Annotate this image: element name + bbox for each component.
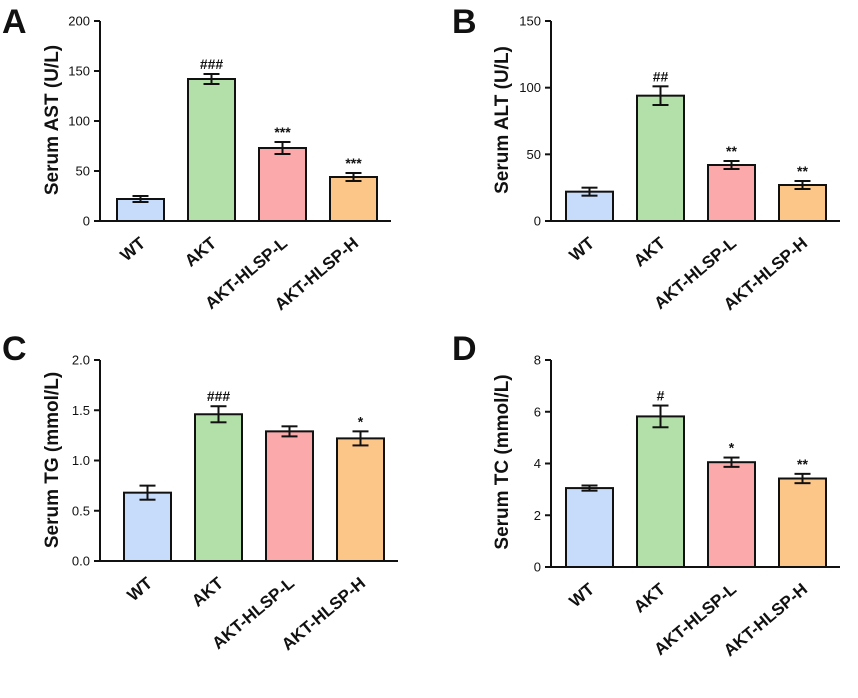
y-tick-label: 2.0	[72, 353, 90, 368]
bar	[636, 94, 685, 222]
panel-letter: A	[2, 3, 27, 41]
y-tick-label: 50	[76, 164, 90, 179]
significance-marker: **	[797, 163, 808, 179]
y-tick-label: 0	[83, 214, 90, 229]
x-tick-label: AKT	[188, 573, 227, 610]
x-tick-label: WT	[566, 233, 599, 265]
y-tick-label: 0.0	[72, 554, 90, 569]
y-tick-label: 6	[534, 404, 541, 419]
panel-a: A Serum AST (U/L) 0 50 100 150 200 WT ### AKT **…	[2, 3, 391, 314]
x-tick-label: WT	[117, 233, 150, 265]
y-axis-label: Serum AST (U/L)	[42, 45, 63, 195]
y-tick-label: 0	[534, 560, 541, 575]
y-tick-label: 4	[534, 456, 541, 471]
y-axis-label: Serum TG (mmol/L)	[42, 372, 63, 548]
bar	[329, 176, 378, 222]
significance-marker: ###	[207, 388, 231, 404]
bar	[194, 413, 243, 562]
bar	[778, 184, 827, 222]
significance-marker: ###	[200, 56, 224, 72]
significance-marker: #	[657, 388, 665, 404]
y-tick-label: 100	[519, 80, 541, 95]
bar	[123, 491, 172, 562]
y-tick-label: 200	[68, 14, 90, 29]
bar	[565, 487, 614, 568]
y-tick-label: 1.5	[72, 403, 90, 418]
significance-marker: *	[358, 413, 364, 429]
bar	[778, 477, 827, 569]
x-tick-label: WT	[124, 573, 157, 605]
y-tick-label: 1.0	[72, 453, 90, 468]
y-tick-label: 150	[519, 14, 541, 29]
x-tick-label: AKT	[181, 233, 220, 270]
x-tick-label: WT	[566, 579, 599, 611]
y-tick-label: 2	[534, 508, 541, 523]
y-axis-label: Serum TC (mmol/L)	[492, 374, 513, 549]
panel-letter: D	[452, 330, 477, 368]
x-tick-label: AKT	[630, 579, 669, 616]
bar	[336, 437, 385, 563]
bar	[636, 415, 685, 568]
panel-c: C Serum TG (mmol/L) 0.0 0.5 1.0 1.5 2.0 WT ###…	[2, 330, 398, 654]
x-tick-label: AKT	[630, 233, 669, 270]
bar	[265, 430, 314, 563]
bar	[187, 78, 236, 222]
y-tick-label: 150	[68, 64, 90, 79]
bar	[707, 164, 756, 222]
significance-marker: *	[729, 440, 735, 456]
y-axis-label: Serum ALT (U/L)	[492, 46, 513, 194]
significance-marker: ##	[653, 68, 669, 84]
significance-marker: ***	[274, 124, 291, 140]
bar	[258, 147, 307, 222]
y-tick-label: 100	[68, 114, 90, 129]
bar	[707, 461, 756, 568]
significance-marker: **	[726, 143, 737, 159]
y-tick-label: 50	[527, 147, 541, 162]
significance-marker: **	[797, 456, 808, 472]
y-tick-label: 0	[534, 214, 541, 229]
y-tick-label: 0.5	[72, 503, 90, 518]
significance-marker: ***	[345, 155, 362, 171]
panel-b: B Serum ALT (U/L) 050100150WT##AKT**AKT-…	[452, 3, 840, 314]
y-tick-label: 8	[534, 353, 541, 368]
panel-letter: C	[2, 330, 27, 368]
panel-letter: B	[452, 3, 477, 41]
panel-d: D Serum TC (mmol/L) 02468WT#AKT*AKT-HLSP…	[452, 330, 840, 660]
